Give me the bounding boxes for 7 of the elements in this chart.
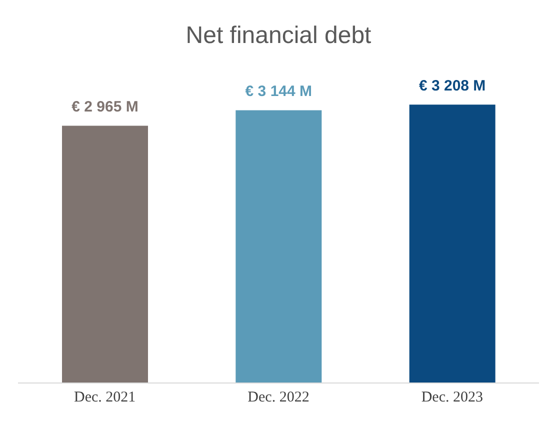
x-tick-label: Dec. 2021 [74, 390, 136, 406]
data-label: € 2 965 M [72, 98, 138, 116]
data-label: € 3 144 M [245, 83, 312, 100]
x-tick-label: Dec. 2022 [248, 390, 310, 406]
x-tick-label: Dec. 2023 [421, 390, 483, 406]
data-label: € 3 208 M [418, 78, 486, 95]
chart-title: Net financial debt [184, 21, 372, 51]
